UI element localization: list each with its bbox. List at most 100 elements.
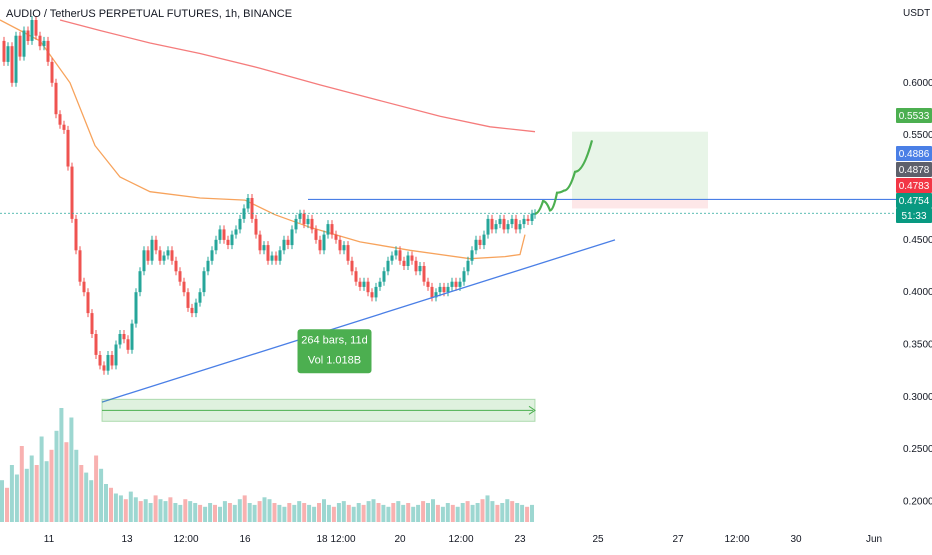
volume-bar [431, 499, 435, 522]
candle-body [74, 218, 78, 251]
profit-zone[interactable] [572, 131, 708, 200]
volume-bar [336, 503, 341, 522]
candle-body [394, 250, 398, 256]
time-axis[interactable]: 11 13 12:00 16 18 12:00 20 12:00 23 25 27 12:00 30 Ju… [44, 534, 882, 545]
volume-bar [39, 436, 44, 522]
candle-body [418, 266, 422, 272]
date-range-arrowhead [528, 405, 536, 415]
price-tag-label: 0.5533 [899, 111, 930, 122]
candle-body [486, 218, 490, 235]
candle-body [442, 286, 446, 293]
candle-body [506, 224, 510, 230]
volume-bar [282, 506, 287, 522]
candle-body [250, 198, 254, 219]
volume-bar [227, 503, 232, 522]
candle-body [270, 255, 274, 261]
candle-body [86, 292, 90, 314]
volume-bar [287, 503, 292, 522]
candle-body [458, 281, 462, 287]
price-tag-label: 0.4754 [899, 196, 930, 207]
volume-bar [69, 417, 74, 522]
date-range-annotation[interactable]: 264 bars, 11d Vol 1.018B [101, 329, 536, 422]
candle-body [302, 213, 306, 225]
candle-body [198, 292, 202, 303]
candle-body [294, 218, 298, 230]
volume-bar [257, 501, 262, 522]
volume-bar [435, 504, 440, 522]
candle-body [54, 82, 58, 115]
candle-body [310, 218, 314, 230]
ascending-trendline[interactable] [101, 239, 616, 403]
volume-bar [277, 504, 282, 522]
price-tick-label: 0.4500 [903, 235, 932, 246]
candle-body [210, 250, 214, 261]
price-tag [896, 146, 932, 161]
candle-body [82, 281, 86, 293]
price-tag [896, 178, 932, 193]
volume-bar [143, 499, 148, 522]
volume-bar [198, 504, 203, 522]
candle-body [306, 218, 310, 225]
volume-bar [490, 501, 495, 522]
candle-body [50, 61, 54, 83]
candle-body [190, 307, 194, 314]
volume-bar [455, 506, 460, 522]
symbol-title: AUDIO / TetherUS PERPETUAL FUTURES, 1h, … [6, 8, 293, 20]
candle-body [170, 250, 174, 261]
volume-bar [153, 495, 158, 522]
volume-bar [163, 501, 168, 522]
price-tag-label: 0.4886 [899, 149, 930, 160]
candle-body [154, 239, 158, 251]
candle-body [298, 213, 302, 219]
volume-bar [222, 501, 227, 522]
time-tick-label: 18 [316, 534, 328, 545]
volume-bar [346, 504, 351, 522]
volume-bar [133, 497, 138, 522]
candle-body [426, 281, 430, 287]
range-volume-text: Vol 1.018B [308, 354, 361, 366]
candle-body [358, 281, 362, 287]
candle-body [498, 218, 502, 225]
volume-bar [0, 480, 4, 522]
volume-bar [19, 446, 24, 522]
candle-body [230, 234, 234, 246]
candle-body [322, 234, 326, 251]
volume-bar [421, 501, 426, 522]
candle-body [238, 218, 242, 230]
volume-bar [59, 408, 64, 522]
price-tag-label: 0.4783 [899, 181, 930, 192]
time-tick-label: 12:00 [173, 534, 198, 545]
candle-body [386, 260, 390, 272]
candle-body [222, 229, 226, 240]
candle-body [38, 35, 42, 47]
candle-body [22, 30, 26, 57]
candle-body [522, 218, 526, 225]
candle-body [282, 239, 286, 251]
candle-body [406, 255, 410, 266]
price-tick-label: 0.5500 [903, 130, 932, 141]
candle-body [146, 250, 150, 261]
candle-body [254, 218, 258, 235]
candle-body [382, 271, 386, 282]
drawing-lines[interactable] [0, 140, 932, 403]
candle-body [342, 245, 346, 251]
candle-body [402, 260, 406, 266]
stop-zone[interactable] [572, 199, 708, 209]
candle-body [234, 229, 238, 235]
candle-body [314, 229, 318, 240]
volume-bar [530, 504, 534, 522]
volume-bar [396, 501, 401, 522]
candle-body [226, 239, 230, 245]
time-tick-label: 23 [514, 534, 526, 545]
volume-bar [208, 503, 213, 522]
volume-bar [480, 499, 485, 522]
candle-body [510, 218, 514, 225]
price-tags: 0.5533 0.4886 0.4878 0.4783 0.4754 51:33 [896, 108, 932, 223]
candle-body [214, 239, 218, 251]
range-info-label [297, 329, 372, 374]
candle-body [206, 260, 210, 272]
volume-bars [0, 408, 534, 522]
candle-body [366, 281, 370, 293]
projection-path[interactable] [534, 140, 594, 215]
